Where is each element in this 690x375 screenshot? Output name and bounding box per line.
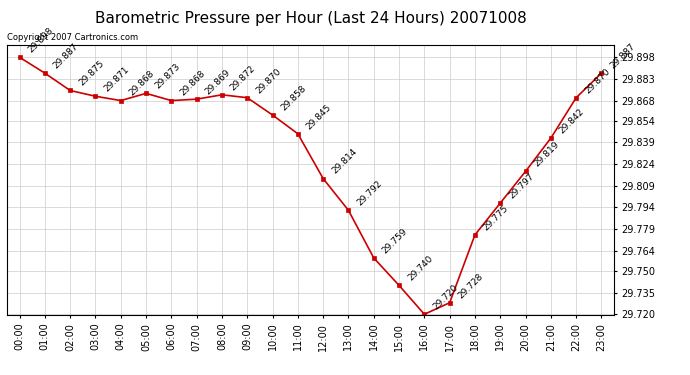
Text: 29.740: 29.740 [406,254,435,283]
Text: 29.870: 29.870 [583,66,612,95]
Text: 29.871: 29.871 [102,65,131,93]
Text: Copyright 2007 Cartronics.com: Copyright 2007 Cartronics.com [7,33,138,42]
Text: 29.868: 29.868 [178,69,207,98]
Text: 29.869: 29.869 [204,68,233,96]
Text: 29.870: 29.870 [254,66,283,95]
Text: 29.819: 29.819 [533,140,561,168]
Text: 29.858: 29.858 [279,84,308,112]
Text: 29.868: 29.868 [128,69,157,98]
Text: 29.720: 29.720 [431,283,460,312]
Text: 29.775: 29.775 [482,204,511,232]
Text: 29.845: 29.845 [305,102,333,131]
Text: 29.873: 29.873 [153,62,181,91]
Text: 29.759: 29.759 [381,226,409,255]
Text: Barometric Pressure per Hour (Last 24 Hours) 20071008: Barometric Pressure per Hour (Last 24 Ho… [95,11,526,26]
Text: 29.842: 29.842 [558,107,586,135]
Text: 29.792: 29.792 [355,179,384,207]
Text: 29.875: 29.875 [77,59,106,88]
Text: 29.872: 29.872 [229,63,257,92]
Text: 29.887: 29.887 [609,42,637,70]
Text: 29.728: 29.728 [457,272,485,300]
Text: 29.898: 29.898 [26,26,55,54]
Text: 29.887: 29.887 [52,42,81,70]
Text: 29.797: 29.797 [507,172,536,200]
Text: 29.814: 29.814 [330,147,359,176]
